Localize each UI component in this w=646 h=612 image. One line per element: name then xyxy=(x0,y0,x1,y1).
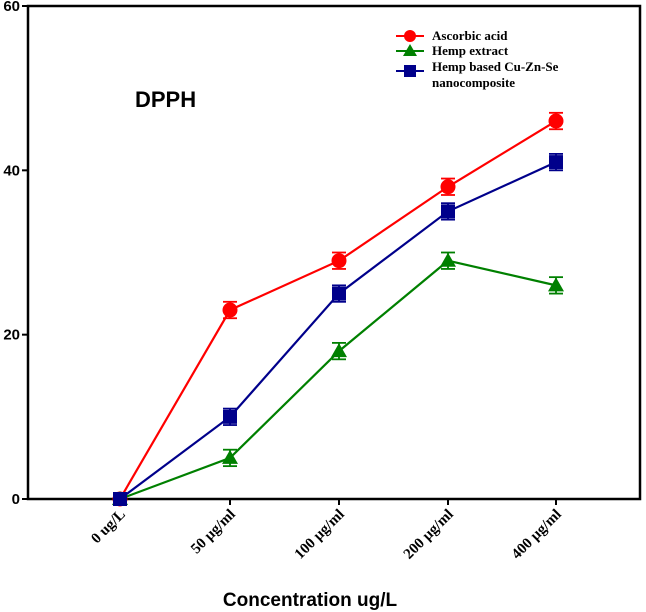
legend-marker-square xyxy=(404,65,416,77)
x-tick-label: 50 µg/ml xyxy=(188,507,239,558)
series-line xyxy=(119,161,557,500)
legend-item-hemp-extract: Hemp extract xyxy=(396,43,509,58)
data-point xyxy=(113,492,127,506)
data-point xyxy=(549,155,563,170)
data-point xyxy=(332,286,346,301)
x-tick-label: 200 µg/ml xyxy=(401,507,457,563)
dpph-annotation: DPPH xyxy=(135,87,196,112)
y-tick-label: 60 xyxy=(3,0,20,15)
series-layer xyxy=(112,111,564,507)
y-tick-label: 0 xyxy=(12,491,20,508)
legend-marker-circle xyxy=(404,30,416,42)
data-point xyxy=(548,113,564,129)
data-point xyxy=(441,204,455,219)
legend: Ascorbic acid Hemp extract Hemp based Cu… xyxy=(396,28,562,90)
series-1 xyxy=(112,251,564,505)
legend-label-line-1: Hemp based Cu-Zn-Se xyxy=(432,59,559,74)
legend-label-hemp-cu-zn-se: Hemp based Cu-Zn-Se nanocomposite xyxy=(432,59,562,90)
legend-marker-triangle xyxy=(403,44,417,56)
x-tick-label: 100 µg/ml xyxy=(292,507,348,563)
legend-item-ascorbic-acid: Ascorbic acid xyxy=(396,28,508,43)
series-0 xyxy=(112,111,564,507)
data-point xyxy=(222,449,238,464)
legend-item-hemp-cu-zn-se: Hemp based Cu-Zn-Se nanocomposite xyxy=(396,59,562,90)
y-tick-label: 20 xyxy=(3,327,20,344)
series-2 xyxy=(113,152,563,506)
y-tick-label: 40 xyxy=(3,162,20,179)
x-axis-label: Concentration ug/L xyxy=(223,590,398,611)
plot-frame xyxy=(26,4,642,501)
data-point xyxy=(331,253,347,269)
data-point xyxy=(440,179,456,195)
y-axis: 0 20 40 60 xyxy=(3,0,28,508)
data-point xyxy=(331,343,347,358)
data-point xyxy=(440,252,456,267)
data-point xyxy=(222,302,238,318)
legend-label-hemp-extract: Hemp extract xyxy=(432,43,509,58)
series-line xyxy=(119,120,557,500)
legend-label-line-2: nanocomposite xyxy=(432,75,515,90)
x-axis: 0 ug/L 50 µg/ml 100 µg/ml 200 µg/ml 400 µg/m… xyxy=(88,499,565,563)
data-point xyxy=(548,277,564,292)
data-point xyxy=(223,409,237,424)
x-tick-label: 0 ug/L xyxy=(88,507,128,547)
legend-label-ascorbic-acid: Ascorbic acid xyxy=(432,28,508,43)
x-tick-label: 400 µg/ml xyxy=(509,507,565,563)
